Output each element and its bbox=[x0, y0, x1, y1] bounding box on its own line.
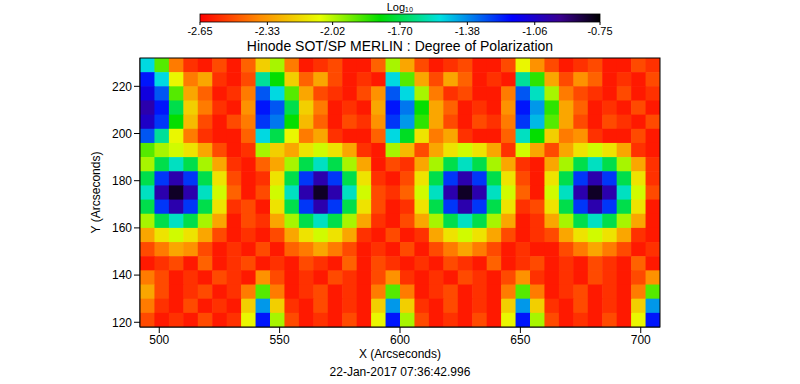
svg-text:140: 140 bbox=[112, 268, 132, 282]
svg-text:-1.06: -1.06 bbox=[522, 25, 547, 37]
svg-text:600: 600 bbox=[390, 333, 410, 347]
svg-text:200: 200 bbox=[112, 127, 132, 141]
svg-text:550: 550 bbox=[270, 333, 290, 347]
svg-text:220: 220 bbox=[112, 80, 132, 94]
svg-text:-1.38: -1.38 bbox=[455, 25, 480, 37]
svg-text:650: 650 bbox=[510, 333, 530, 347]
svg-text:Hinode SOT/SP MERLIN : Degree: Hinode SOT/SP MERLIN : Degree of Polariz… bbox=[247, 38, 553, 54]
svg-text:Y (Arcseconds): Y (Arcseconds) bbox=[89, 152, 103, 234]
svg-text:500: 500 bbox=[149, 333, 169, 347]
svg-text:-0.75: -0.75 bbox=[587, 25, 612, 37]
svg-text:-2.33: -2.33 bbox=[255, 25, 280, 37]
svg-text:120: 120 bbox=[112, 316, 132, 330]
svg-text:180: 180 bbox=[112, 174, 132, 188]
svg-text:-2.65: -2.65 bbox=[187, 25, 212, 37]
svg-text:700: 700 bbox=[631, 333, 651, 347]
svg-text:Log₁₀: Log₁₀ bbox=[387, 1, 414, 13]
svg-text:160: 160 bbox=[112, 221, 132, 235]
svg-text:X (Arcseconds): X (Arcseconds) bbox=[359, 347, 441, 361]
svg-text:-1.70: -1.70 bbox=[387, 25, 412, 37]
svg-text:22-Jan-2017 07:36:42.996: 22-Jan-2017 07:36:42.996 bbox=[330, 365, 471, 379]
svg-text:-2.02: -2.02 bbox=[320, 25, 345, 37]
